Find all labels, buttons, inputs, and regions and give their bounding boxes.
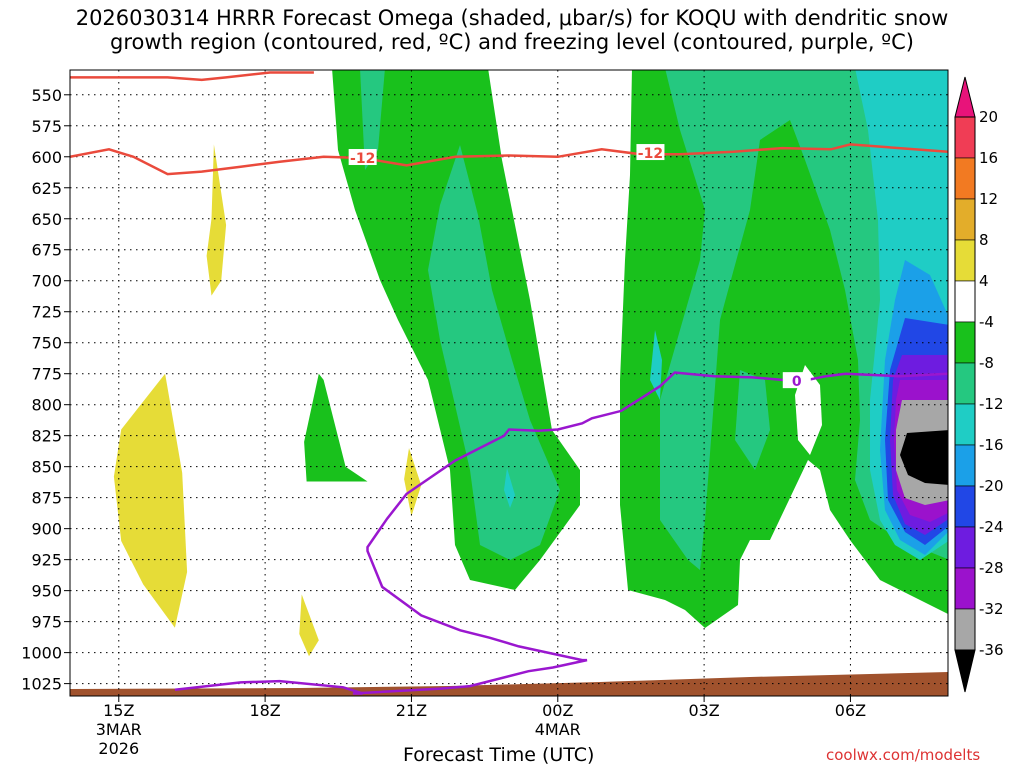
colorbar-swatch-1 <box>954 157 976 200</box>
terrain-ground <box>70 672 948 696</box>
y-tick-label-900: 900 <box>31 520 62 539</box>
plot-frame <box>69 69 949 697</box>
colorbar-swatch-12 <box>954 608 976 651</box>
x-axis-label: Forecast Time (UTC) <box>403 744 595 766</box>
y-tick-label-725: 725 <box>31 303 62 322</box>
omega-shading <box>70 70 948 696</box>
omega-region-neg12-a <box>504 468 515 508</box>
colorbar-swatch-8 <box>954 444 976 487</box>
y-tick-label-925: 925 <box>31 551 62 570</box>
x-tick-label-15Z: 15Z <box>103 701 134 720</box>
colorbar-frame <box>954 116 976 651</box>
colorbar-label--32: -32 <box>979 600 1004 618</box>
grid-lines <box>70 70 948 696</box>
y-tick-label-700: 700 <box>31 272 62 291</box>
omega-region-2 <box>206 144 227 296</box>
freezing-level-label-bg <box>782 372 811 389</box>
colorbar-label-12: 12 <box>979 190 998 208</box>
colorbar-swatch-0 <box>954 116 976 159</box>
colorbar-label--24: -24 <box>979 518 1004 536</box>
dendritic-contour-label-2: -12 <box>638 146 663 162</box>
colorbar-label--36: -36 <box>979 641 1004 659</box>
colorbar-top-cap <box>954 76 976 118</box>
colorbar-swatch-10 <box>954 526 976 569</box>
colorbar-swatch-5 <box>954 321 976 364</box>
y-tick-label-800: 800 <box>31 396 62 415</box>
y-tick-label-1025: 1025 <box>21 675 62 694</box>
y-tick-label-875: 875 <box>31 489 62 508</box>
colorbar-swatch-11 <box>954 567 976 610</box>
x-tick-sublabel-3MAR: 3MAR <box>96 720 142 739</box>
y-tick-label-775: 775 <box>31 365 62 384</box>
colorbar-label-4: 4 <box>979 272 989 290</box>
y-tick-label-625: 625 <box>31 179 62 198</box>
dendritic-contour-label-2-bg <box>636 144 665 161</box>
x-tick-year-2026: 2026 <box>98 739 139 758</box>
colorbar-label--4: -4 <box>979 313 994 331</box>
omega-region-3 <box>299 594 319 657</box>
omega-region-0 <box>304 373 368 482</box>
omega-region-neg8-b <box>428 145 560 560</box>
x-tick-label-18Z: 18Z <box>249 701 280 720</box>
colorbar-swatch-9 <box>954 485 976 528</box>
dendritic-contour-label-bg <box>348 149 377 166</box>
colorbar-swatch-3 <box>954 239 976 282</box>
colorbar-swatch-2 <box>954 198 976 241</box>
y-tick-label-600: 600 <box>31 148 62 167</box>
colorbar-label--28: -28 <box>979 559 1004 577</box>
x-tick-sublabel-4MAR: 4MAR <box>535 720 581 739</box>
y-tick-label-550: 550 <box>31 86 62 105</box>
x-tick-label-03Z: 03Z <box>688 701 719 720</box>
colorbar-label-20: 20 <box>979 108 998 126</box>
y-tick-label-675: 675 <box>31 241 62 260</box>
dendritic-contour-label: -12 <box>350 151 375 167</box>
colorbar: 20 16 12 8 4 -4 -8 -12 -16 -20 -24 -28 -32 -36 <box>954 76 1004 693</box>
y-tick-label-950: 950 <box>31 582 62 601</box>
colorbar-label--12: -12 <box>979 395 1004 413</box>
y-tick-label-975: 975 <box>31 613 62 632</box>
dendritic-contour-lower <box>70 143 948 176</box>
colorbar-label--8: -8 <box>979 354 994 372</box>
x-tick-label-21Z: 21Z <box>396 701 427 720</box>
y-tick-label-825: 825 <box>31 427 62 446</box>
freezing-level-contour <box>174 371 948 695</box>
colorbar-label--20: -20 <box>979 477 1004 495</box>
x-tick-label-06Z: 06Z <box>835 701 866 720</box>
omega-region-neg12-b <box>650 330 662 400</box>
chart-title-line1: 2026030314 HRRR Forecast Omega (shaded, … <box>75 6 949 30</box>
y-axis: 550 575 600 625 650 675 700 725 750 775 800 825 850 8… <box>21 86 70 694</box>
y-tick-label-750: 750 <box>31 334 62 353</box>
colorbar-label--16: -16 <box>979 436 1004 454</box>
omega-region-neg36 <box>900 430 948 485</box>
omega-region-4 <box>404 448 422 517</box>
colorbar-bottom-cap <box>954 649 976 693</box>
x-tick-label-00Z: 00Z <box>542 701 573 720</box>
dendritic-contour-upper <box>70 71 314 82</box>
colorbar-label-16: 16 <box>979 149 998 167</box>
y-tick-label-575: 575 <box>31 117 62 136</box>
chart-title-line2: growth region (contoured, red, ºC) and f… <box>110 30 914 54</box>
y-tick-label-650: 650 <box>31 210 62 229</box>
credit-link[interactable]: coolwx.com/modelts <box>826 746 981 764</box>
y-tick-label-1000: 1000 <box>21 644 62 663</box>
colorbar-swatch-7 <box>954 403 976 446</box>
colorbar-swatch-6 <box>954 362 976 405</box>
freezing-level-label: 0 <box>792 374 802 390</box>
omega-region-neg8-d <box>735 370 770 470</box>
omega-region-neg8-a <box>360 70 385 170</box>
colorbar-label-8: 8 <box>979 231 989 249</box>
y-tick-label-850: 850 <box>31 458 62 477</box>
colorbar-swatch-4 <box>954 280 976 323</box>
omega-region-1 <box>113 373 188 628</box>
